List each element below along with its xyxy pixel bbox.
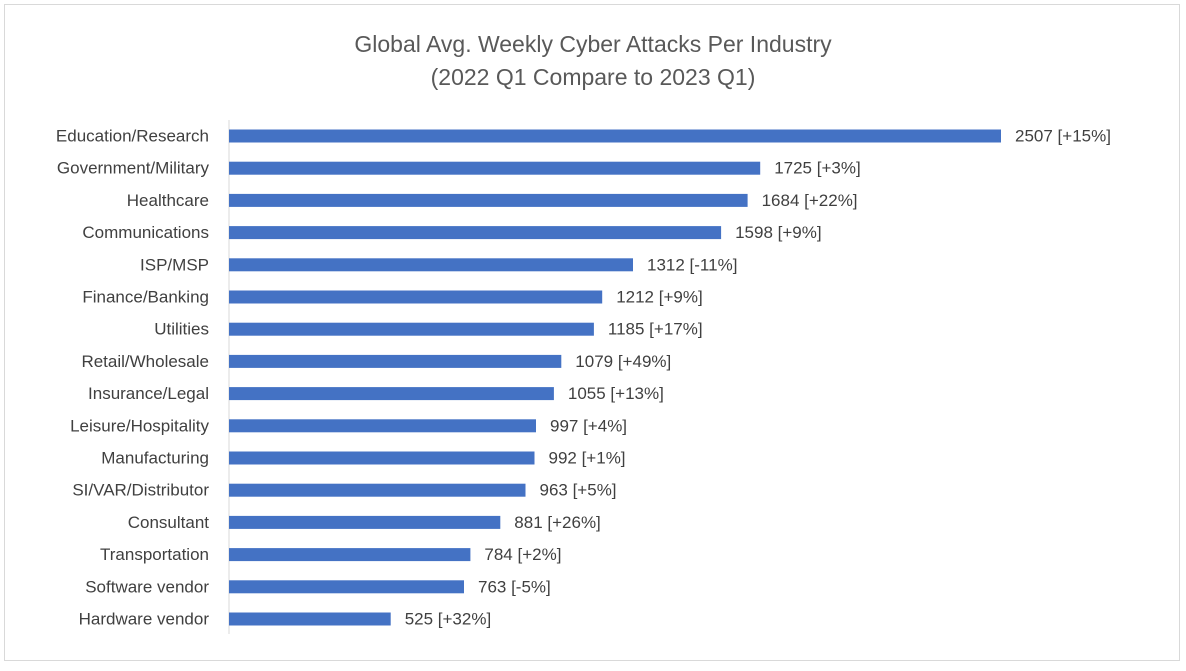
data-labels: 2507 [+15%] 1725 [+3%] 1684 [+22%] 1598 [+9… — [405, 127, 1111, 629]
bar — [229, 226, 722, 240]
data-label: 1598 [+9%] — [735, 223, 822, 242]
data-label: 1312 [-11%] — [647, 255, 737, 274]
bar — [229, 161, 761, 175]
category-label: Manufacturing — [101, 449, 209, 468]
bar — [229, 193, 748, 207]
data-label: 784 [+2%] — [484, 545, 561, 564]
category-label: Retail/Wholesale — [81, 352, 209, 371]
data-label: 1725 [+3%] — [774, 159, 861, 178]
bar — [229, 483, 526, 497]
bar — [229, 419, 536, 433]
data-label: 992 [+1%] — [549, 449, 626, 468]
bar — [229, 322, 594, 336]
bars — [229, 129, 1001, 626]
chart-subtitle: (2022 Q1 Compare to 2023 Q1) — [431, 64, 756, 90]
category-label: Leisure/Hospitality — [70, 416, 209, 435]
category-label: Consultant — [128, 513, 210, 532]
bar — [229, 451, 535, 465]
data-label: 1079 [+49%] — [575, 352, 671, 371]
data-label: 881 [+26%] — [514, 513, 601, 532]
data-label: 963 [+5%] — [540, 481, 617, 500]
bar — [229, 548, 471, 562]
bar — [229, 387, 554, 401]
category-labels: Education/Research Government/Military Hea… — [56, 127, 210, 629]
category-label: ISP/MSP — [140, 255, 209, 274]
data-label: 2507 [+15%] — [1015, 127, 1111, 146]
category-label: Hardware vendor — [79, 610, 210, 629]
category-label: Utilities — [154, 320, 209, 339]
category-label: Software vendor — [85, 577, 209, 596]
category-label: Education/Research — [56, 127, 209, 146]
bar — [229, 354, 562, 368]
bar — [229, 612, 391, 626]
category-label: Transportation — [100, 545, 209, 564]
chart-title: Global Avg. Weekly Cyber Attacks Per Ind… — [354, 31, 832, 57]
category-label: Insurance/Legal — [88, 384, 209, 403]
bar — [229, 290, 603, 304]
category-label: Government/Military — [57, 159, 210, 178]
category-label: SI/VAR/Distributor — [72, 481, 209, 500]
data-label: 1185 [+17%] — [608, 320, 703, 339]
data-label: 1684 [+22%] — [762, 191, 858, 210]
category-label: Healthcare — [127, 191, 209, 210]
data-label: 763 [-5%] — [478, 577, 551, 596]
category-label: Communications — [82, 223, 209, 242]
bar — [229, 515, 501, 529]
bar — [229, 129, 1001, 143]
bar — [229, 258, 633, 272]
category-label: Finance/Banking — [82, 288, 209, 307]
data-label: 1055 [+13%] — [568, 384, 664, 403]
bar — [229, 580, 464, 594]
data-label: 525 [+32%] — [405, 610, 492, 629]
data-label: 997 [+4%] — [550, 416, 627, 435]
data-label: 1212 [+9%] — [616, 288, 703, 307]
